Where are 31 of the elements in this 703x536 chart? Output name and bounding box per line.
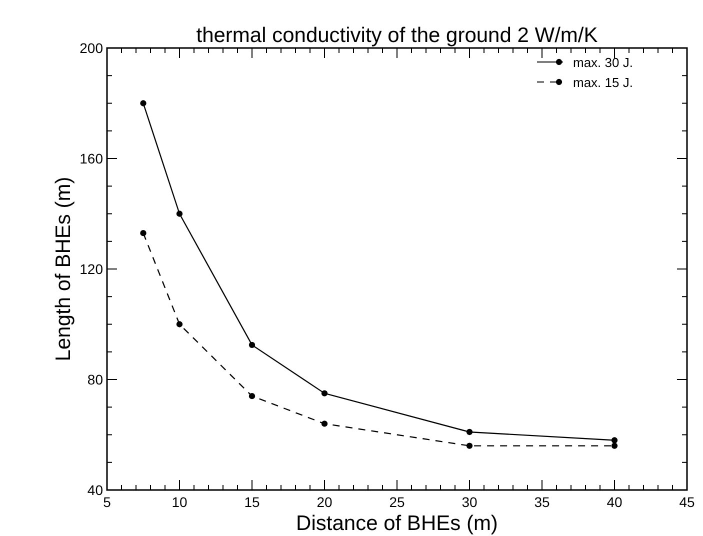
legend-label: max. 15 J.: [573, 75, 633, 90]
x-tick-label: 20: [316, 494, 332, 510]
point: [611, 437, 618, 444]
x-tick-label: 10: [172, 494, 188, 510]
x-tick-label: 40: [606, 494, 622, 510]
legend-label: max. 30 J.: [573, 55, 633, 70]
x-tick-label: 35: [534, 494, 550, 510]
x-tick-label: 15: [244, 494, 260, 510]
y-tick-label: 120: [80, 261, 104, 277]
x-tick-label: 45: [679, 494, 695, 510]
point: [466, 428, 473, 436]
y-axis-title: Length of BHEs (m): [52, 176, 75, 362]
x-tick-label: 30: [462, 494, 478, 510]
point: [140, 100, 146, 106]
point: [248, 342, 256, 348]
point: [611, 442, 618, 449]
point: [466, 442, 473, 449]
point: [176, 321, 183, 328]
x-tick-label: 25: [389, 494, 405, 510]
y-tick-label: 200: [80, 40, 104, 56]
x-tick-label: 5: [103, 494, 112, 510]
point: [248, 392, 256, 400]
y-tick-label: 160: [80, 150, 104, 166]
chart-title: thermal conductivity of the ground 2 W/m/K: [196, 24, 598, 47]
x-axis-title: Distance of BHEs (m): [296, 512, 498, 535]
point: [176, 210, 183, 217]
point: [140, 230, 146, 236]
y-tick-label: 40: [87, 482, 104, 498]
point: [321, 420, 328, 427]
y-tick-label: 80: [87, 372, 104, 388]
point: [321, 390, 328, 396]
